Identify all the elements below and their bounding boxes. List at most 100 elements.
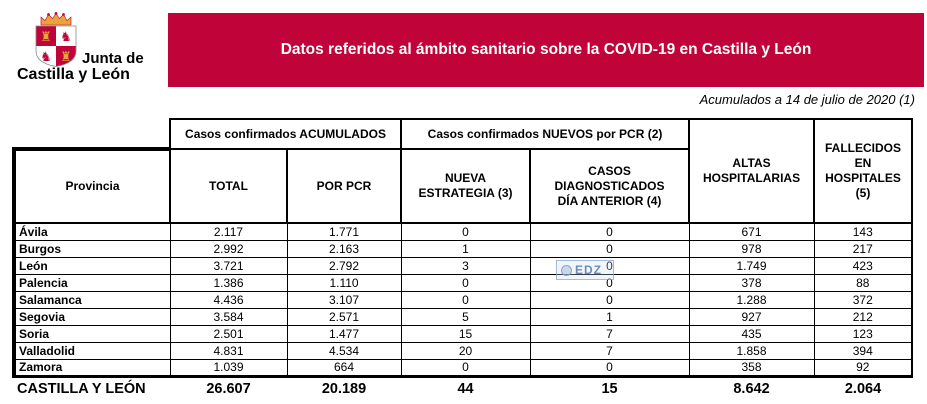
value-cell: 1.386 <box>169 273 288 292</box>
value-cell: 212 <box>813 307 914 326</box>
totals-row: CASTILLA Y LEÓN 26.607 20.189 44 15 8.64… <box>14 376 912 400</box>
value-cell: 1.749 <box>688 256 815 275</box>
column-header-row: Provincia TOTAL POR PCR NUEVA ESTRATEGIA… <box>12 147 912 224</box>
table-row: León 3.721 2.792 3 0 1.749 423 <box>12 256 914 275</box>
province-name-cell: Zamora <box>12 358 171 378</box>
value-cell: 92 <box>813 358 914 378</box>
group-header-acumulados: Casos confirmados ACUMULADOS <box>168 118 403 150</box>
value-cell: 372 <box>813 290 914 309</box>
covid-data-table: Casos confirmados ACUMULADOS Casos confi… <box>12 118 914 400</box>
edz-watermark: EDZ <box>556 260 614 280</box>
col-header-nueva-estrategia: NUEVA ESTRATEGIA (3) <box>400 148 532 224</box>
value-cell: 5 <box>400 307 531 326</box>
value-cell: 0 <box>529 222 690 241</box>
value-cell: 2.992 <box>169 239 288 258</box>
value-cell: 143 <box>813 222 914 241</box>
value-cell: 1.477 <box>286 324 402 343</box>
value-cell: 394 <box>813 341 914 360</box>
table-row: Palencia 1.386 1.110 0 0 378 88 <box>12 273 914 292</box>
value-cell: 978 <box>688 239 815 258</box>
junta-coat-of-arms-icon: ♜ ♞ ♞ ♜ <box>35 12 77 67</box>
page-title: Datos referidos al ámbito sanitario sobr… <box>280 41 812 58</box>
group-header-nuevos-pcr: Casos confirmados NUEVOS por PCR (2) <box>400 118 691 150</box>
value-cell: 1.771 <box>286 222 402 241</box>
value-cell: 0 <box>529 239 690 258</box>
table-row: Salamanca 4.436 3.107 0 0 1.288 372 <box>12 290 914 309</box>
logo-text-line2: Castilla y León <box>17 66 130 83</box>
value-cell: 2.792 <box>286 256 402 275</box>
col-header-por-pcr: POR PCR <box>285 148 403 224</box>
province-name-cell: Valladolid <box>12 341 171 360</box>
value-cell: 217 <box>813 239 914 258</box>
value-cell: 7 <box>529 324 690 343</box>
value-cell: 2.501 <box>169 324 288 343</box>
value-cell: 2.571 <box>286 307 402 326</box>
value-cell: 0 <box>400 290 531 309</box>
totals-altas: 8.642 <box>733 380 770 397</box>
value-cell: 435 <box>688 324 815 343</box>
table-row: Soria 2.501 1.477 15 7 435 123 <box>12 324 914 343</box>
col-header-fallecidos-hospitales: FALLECIDOS EN HOSPITALES (5) <box>813 118 914 224</box>
value-cell: 1.858 <box>688 341 815 360</box>
table-row: Valladolid 4.831 4.534 20 7 1.858 394 <box>12 341 914 360</box>
value-cell: 1 <box>529 307 690 326</box>
group-header-row: Casos confirmados ACUMULADOS Casos confi… <box>14 118 914 224</box>
logo-text-line1: Junta de <box>82 50 144 67</box>
svg-text:♞: ♞ <box>60 30 72 45</box>
province-name-cell: Palencia <box>12 273 171 292</box>
province-name-cell: Ávila <box>12 222 171 241</box>
value-cell: 1 <box>400 239 531 258</box>
province-name-cell: Soria <box>12 324 171 343</box>
table-body: Ávila 2.117 1.771 0 0 671 143 Burgos 2.992 2.163 1… <box>12 222 914 378</box>
col-header-altas-hospitalarias: ALTAS HOSPITALARIAS <box>688 118 816 224</box>
watermark-circle-icon <box>561 264 572 276</box>
value-cell: 671 <box>688 222 815 241</box>
table-row: Burgos 2.992 2.163 1 0 978 217 <box>12 239 914 258</box>
value-cell: 664 <box>286 358 402 378</box>
table-row: Ávila 2.117 1.771 0 0 671 143 <box>12 222 914 241</box>
totals-casos-diagnosticados: 15 <box>601 380 618 397</box>
watermark-text: EDZ <box>575 263 602 277</box>
value-cell: 378 <box>688 273 815 292</box>
totals-total: 26.607 <box>206 380 251 397</box>
value-cell: 4.831 <box>169 341 288 360</box>
value-cell: 88 <box>813 273 914 292</box>
svg-text:♜: ♜ <box>60 50 72 65</box>
value-cell: 3.721 <box>169 256 288 275</box>
totals-label: CASTILLA Y LEÓN <box>17 380 146 397</box>
col-header-total: TOTAL <box>169 148 288 224</box>
svg-text:♞: ♞ <box>40 50 52 65</box>
junta-logo: ♜ ♞ ♞ ♜ Junta de Castilla y León <box>15 8 155 86</box>
totals-nueva-estrategia: 44 <box>457 380 474 397</box>
value-cell: 1.288 <box>688 290 815 309</box>
value-cell: 0 <box>400 358 531 378</box>
value-cell: 423 <box>813 256 914 275</box>
value-cell: 7 <box>529 341 690 360</box>
totals-fallecidos: 2.064 <box>844 380 882 397</box>
value-cell: 3.107 <box>286 290 402 309</box>
province-name-cell: Segovia <box>12 307 171 326</box>
value-cell: 20 <box>400 341 531 360</box>
value-cell: 2.117 <box>169 222 288 241</box>
province-name-cell: León <box>12 256 171 275</box>
value-cell: 15 <box>400 324 531 343</box>
value-cell: 4.436 <box>169 290 288 309</box>
col-header-provincia: Provincia <box>12 147 171 224</box>
value-cell: 927 <box>688 307 815 326</box>
value-cell: 0 <box>400 273 531 292</box>
value-cell: 358 <box>688 358 815 378</box>
value-cell: 2.163 <box>286 239 402 258</box>
svg-text:♜: ♜ <box>40 30 52 45</box>
date-note: Acumulados a 14 de julio de 2020 (1) <box>699 92 915 107</box>
table-row: Segovia 3.584 2.571 5 1 927 212 <box>12 307 914 326</box>
col-header-casos-diagnosticados: CASOS DIAGNOSTICADOS DÍA ANTERIOR (4) <box>529 148 691 224</box>
value-cell: 3.584 <box>169 307 288 326</box>
value-cell: 0 <box>529 358 690 378</box>
province-name-cell: Salamanca <box>12 290 171 309</box>
value-cell: 1.039 <box>169 358 288 378</box>
value-cell: 3 <box>400 256 531 275</box>
value-cell: 4.534 <box>286 341 402 360</box>
value-cell: 123 <box>813 324 914 343</box>
value-cell: 0 <box>400 222 531 241</box>
